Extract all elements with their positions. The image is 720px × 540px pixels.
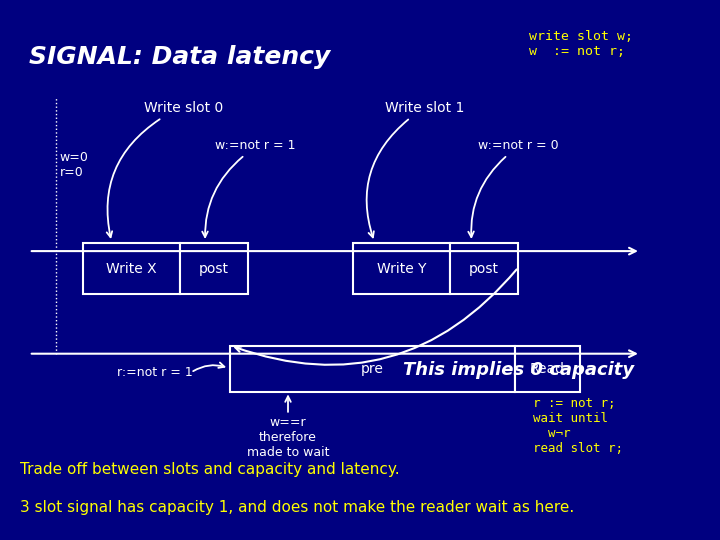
Text: w:=not r = 0: w:=not r = 0 bbox=[478, 139, 559, 152]
Text: r:=not r = 1: r:=not r = 1 bbox=[117, 366, 193, 379]
Bar bbox=[515, 346, 580, 392]
Bar bbox=[230, 346, 515, 392]
Text: 3 slot signal has capacity 1, and does not make the reader wait as here.: 3 slot signal has capacity 1, and does n… bbox=[20, 500, 575, 515]
Text: pre: pre bbox=[361, 362, 384, 375]
Bar bbox=[83, 243, 180, 294]
Text: Write slot 0: Write slot 0 bbox=[144, 101, 223, 115]
Text: w:=not r = 1: w:=not r = 1 bbox=[215, 139, 296, 152]
Text: w=0
r=0: w=0 r=0 bbox=[60, 151, 89, 179]
Bar bbox=[180, 243, 248, 294]
Text: SIGNAL: Data latency: SIGNAL: Data latency bbox=[29, 45, 330, 69]
Text: r := not r;
wait until
  w¬r
read slot r;: r := not r; wait until w¬r read slot r; bbox=[533, 397, 623, 455]
Text: write slot w;
w  := not r;: write slot w; w := not r; bbox=[529, 30, 633, 58]
Bar bbox=[450, 243, 518, 294]
Text: post: post bbox=[469, 262, 499, 275]
Text: This implies 0 capacity: This implies 0 capacity bbox=[402, 361, 634, 379]
Text: w==r
therefore
made to wait: w==r therefore made to wait bbox=[247, 416, 329, 459]
Text: post: post bbox=[199, 262, 229, 275]
Text: Write slot 1: Write slot 1 bbox=[385, 101, 464, 115]
Text: Trade off between slots and capacity and latency.: Trade off between slots and capacity and… bbox=[20, 462, 400, 477]
Text: Write X: Write X bbox=[106, 262, 157, 275]
Text: Read: Read bbox=[530, 362, 564, 375]
Bar bbox=[353, 243, 450, 294]
Text: Write Y: Write Y bbox=[377, 262, 426, 275]
